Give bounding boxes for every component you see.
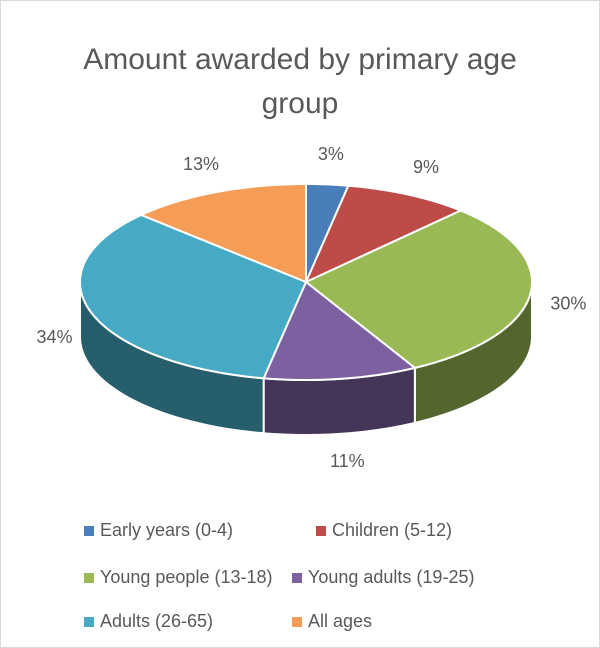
legend-label: Young adults (19-25) (308, 567, 474, 587)
legend-item: Adults (26-65) (84, 611, 213, 631)
pie-slice (138, 182, 307, 284)
legend-swatch (292, 573, 302, 583)
data-label: 9% (413, 157, 439, 177)
legend-swatch (84, 526, 94, 536)
legend-swatch (316, 526, 326, 536)
legend-swatch (84, 573, 94, 583)
pie-slice (78, 213, 308, 380)
pie-slice (262, 280, 418, 381)
legend-label: Children (5-12) (332, 520, 452, 540)
legend-label: All ages (308, 611, 372, 631)
data-label: 3% (318, 144, 344, 164)
legend-item: Early years (0-4) (84, 520, 233, 540)
data-label: 30% (550, 294, 586, 314)
pie-slice (304, 209, 533, 369)
legend-swatch (84, 617, 94, 627)
legend-label: Adults (26-65) (100, 611, 213, 631)
legend-item: All ages (292, 611, 372, 631)
legend-item: Children (5-12) (316, 520, 452, 540)
data-label: 13% (183, 154, 219, 174)
legend-label: Early years (0-4) (100, 520, 233, 540)
data-label: 11% (330, 451, 365, 471)
chart-title: Amount awarded by primary age group (83, 43, 517, 120)
legend-swatch (292, 617, 302, 627)
legend-item: Young people (13-18) (84, 567, 272, 587)
legend-label: Young people (13-18) (100, 567, 272, 587)
data-label: 34% (37, 327, 73, 347)
pie-slice (304, 184, 464, 285)
legend-item: Young adults (19-25) (292, 567, 474, 587)
